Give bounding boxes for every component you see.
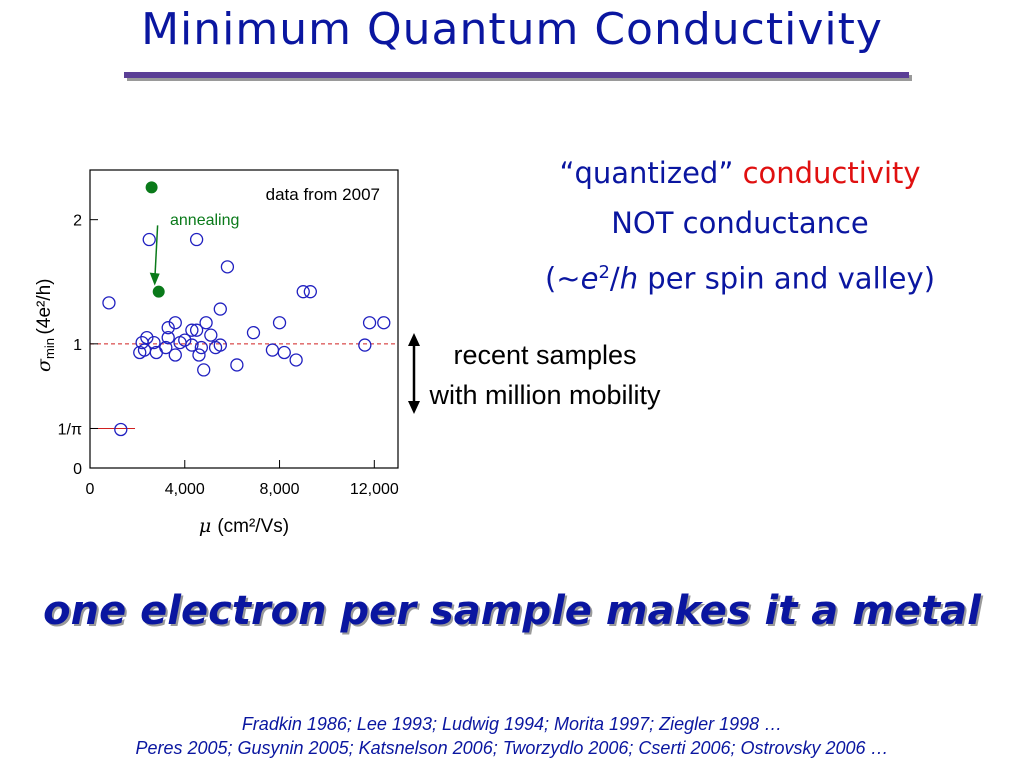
data-point: [168, 348, 182, 362]
data-point: [102, 296, 116, 310]
y-tick-label: 2: [73, 213, 82, 230]
tagline: one electron per sample makes it a metal: [43, 588, 981, 634]
annealing-arrow: [153, 225, 159, 282]
side-line-1: “quantized” conductivity: [480, 148, 1000, 198]
data-point: [147, 335, 161, 350]
slide-title: Minimum Quantum Conductivity: [141, 4, 883, 55]
paren-open: (~: [544, 261, 581, 296]
data-point: [230, 358, 244, 372]
data-point: [168, 316, 182, 330]
range-arrow-head-bottom: [408, 401, 420, 414]
side-line-2: NOT conductance: [611, 206, 869, 240]
conductivity-scatter-chart: 0 4,000 8,000 12,000 0 1/π 1 2 data from 2007 an…: [33, 169, 399, 537]
annealing-arrowhead: [149, 272, 160, 286]
data-point: [140, 330, 154, 345]
y-tick-label: 0: [73, 461, 82, 478]
data-point: [220, 260, 235, 274]
data-point: [289, 353, 303, 367]
data-point: [185, 338, 199, 352]
y-tick-label: 1/π: [58, 421, 82, 438]
recent-note-line-2: with million mobility: [429, 380, 661, 410]
x-tick-label: 0: [86, 481, 95, 498]
side-explanation: “quantized” conductivity NOT conductance…: [480, 148, 1000, 304]
spin-valley-text: per spin and valley): [638, 261, 936, 296]
data-point: [192, 348, 206, 362]
data-point: [199, 316, 213, 330]
references-line-2: Peres 2005; Gusynin 2005; Katsnelson 200…: [135, 738, 889, 758]
data-point: [189, 323, 204, 337]
data-point: [133, 345, 147, 360]
recent-note-line-1: recent samples: [453, 340, 637, 370]
symbol-h: h: [619, 261, 639, 296]
data-point: [377, 316, 391, 330]
x-tick-label: 4,000: [165, 481, 205, 498]
annealing-label: annealing: [170, 212, 239, 229]
data-point: [213, 302, 227, 316]
data-point: [362, 316, 377, 330]
data-point: [246, 326, 261, 340]
data-point: [149, 345, 163, 360]
data-point: [197, 363, 211, 377]
data-point: [189, 232, 204, 247]
quoted-term: “quantized”: [559, 156, 734, 190]
data-year-note: data from 2007: [266, 185, 380, 204]
data-point: [296, 285, 310, 299]
data-point: [161, 330, 175, 345]
data-point: [185, 323, 199, 337]
y-axis-label: σmin (4e²/h): [33, 278, 57, 372]
references: Fradkin 1986; Lee 1993; Ludwig 1994; Mor…: [0, 712, 1024, 760]
data-point: [358, 338, 372, 352]
data-point: [194, 340, 209, 355]
range-arrow-head-top: [408, 333, 420, 346]
x-tick-label: 12,000: [350, 481, 399, 498]
data-point-filled: [145, 181, 158, 194]
superscript-2: 2: [598, 262, 610, 283]
data-point: [277, 345, 291, 360]
side-line-3: (~e2/h per spin and valley): [480, 248, 1000, 304]
symbol-e: e: [580, 261, 599, 296]
data-point: [303, 285, 317, 299]
x-tick-label: 8,000: [260, 481, 300, 498]
data-point: [161, 321, 175, 335]
data-point: [208, 340, 223, 355]
y-tick-label: 1: [73, 337, 82, 354]
data-point: [142, 232, 156, 247]
plot-frame: [89, 169, 399, 469]
data-point: [272, 316, 287, 330]
data-point: [114, 422, 128, 437]
recent-samples-note: recent samples with million mobility: [420, 335, 670, 415]
title-underline: [124, 72, 909, 78]
slash: /: [609, 261, 620, 296]
data-point-filled: [152, 285, 165, 298]
data-point: [204, 328, 218, 342]
x-axis-label: μ (cm²/Vs): [199, 515, 289, 537]
references-line-1: Fradkin 1986; Lee 1993; Ludwig 1994; Mor…: [241, 714, 783, 734]
range-arrow: [408, 333, 420, 414]
highlight-conductivity: conductivity: [742, 156, 921, 190]
